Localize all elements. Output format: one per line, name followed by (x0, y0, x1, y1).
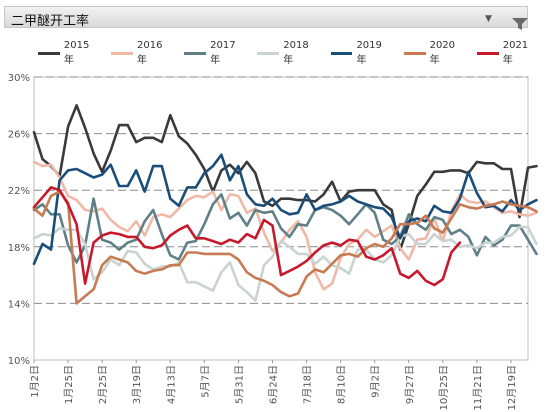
x-tick-label: 10月25日 (438, 365, 450, 410)
y-tick-label: 10% (8, 356, 30, 367)
series-line (32, 186, 462, 287)
chevron-down-icon[interactable]: ▼ (485, 14, 492, 24)
filter-icon[interactable] (511, 17, 529, 31)
x-tick-label: 1月2日 (29, 365, 41, 398)
x-tick-label: 8月10日 (336, 365, 348, 404)
y-tick-label: 30% (8, 73, 30, 84)
series-line (32, 225, 538, 302)
series-line (32, 160, 538, 291)
x-tick-label: 5月7日 (199, 365, 211, 398)
legend-swatch (257, 51, 280, 55)
legend-item: 2019年 (330, 40, 392, 66)
legend-swatch (38, 51, 60, 55)
y-tick-label: 14% (8, 299, 30, 310)
x-tick-label: 4月13日 (165, 365, 177, 404)
y-tick-label: 26% (8, 130, 30, 141)
x-tick-label: 1月25日 (63, 365, 75, 404)
legend-item: 2020年 (403, 40, 465, 66)
legend-label: 2017年 (210, 40, 236, 66)
legend-swatch (111, 51, 134, 55)
legend-swatch (476, 51, 499, 55)
series-line (32, 193, 538, 264)
legend-item: 2017年 (184, 40, 245, 66)
x-tick-label: 7月18日 (302, 365, 314, 404)
legend-item: 2021年 (476, 40, 538, 66)
chart-legend: 2015年 2016年 2017年 2018年 2019年 2020年 2021年 (38, 40, 550, 66)
legend-label: 2015年 (63, 40, 90, 66)
x-tick-label: 6月24日 (267, 365, 279, 404)
series-line (32, 190, 538, 305)
legend-label: 2019年 (356, 40, 382, 66)
x-tick-label: 11月21日 (472, 365, 484, 410)
legend-label: 2018年 (283, 40, 309, 66)
series-line (32, 153, 538, 266)
legend-label: 2021年 (502, 40, 529, 66)
legend-label: 2016年 (137, 40, 163, 66)
legend-item: 2015年 (38, 40, 99, 66)
y-tick-label: 22% (8, 186, 30, 197)
x-tick-label: 3月19日 (131, 365, 143, 404)
series-line (32, 104, 538, 251)
chart-title-bar: 二甲醚开工率 ▼ (4, 6, 529, 31)
y-tick-label: 18% (8, 243, 30, 254)
legend-swatch (403, 51, 426, 55)
chart-title: 二甲醚开工率 (11, 14, 90, 29)
legend-item: 2016年 (111, 40, 172, 66)
x-tick-label: 9月2日 (370, 365, 382, 398)
x-tick-label: 2月25日 (97, 365, 109, 404)
legend-label: 2020年 (429, 40, 456, 66)
legend-item: 2018年 (257, 40, 318, 66)
legend-swatch (330, 51, 353, 55)
x-tick-label: 9月27日 (404, 365, 416, 404)
legend-swatch (184, 51, 207, 55)
x-tick-label: 12月19日 (506, 365, 518, 410)
x-tick-label: 5月31日 (233, 365, 245, 404)
